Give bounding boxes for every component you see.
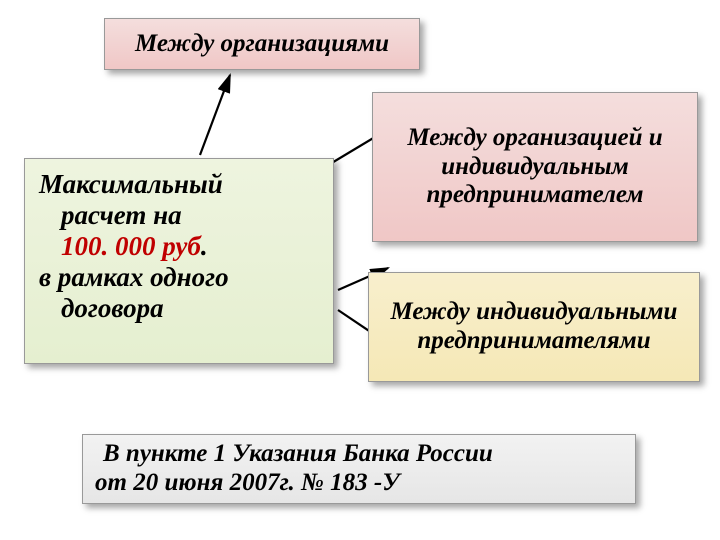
box-right1-text: Между организацией и индивидуальным пред… <box>373 124 697 210</box>
box-right2-text: Между индивидуальными предпринимателями <box>369 298 699 356</box>
left-line3-highlight: 100. 000 руб <box>61 231 201 261</box>
box-between-organizations: Между организациями <box>104 18 420 70</box>
diagram-canvas: Между организациями Максимальный расчет … <box>0 0 720 540</box>
box-footer-citation: В пункте 1 Указания Банка России от 20 и… <box>82 434 636 504</box>
footer-line1: В пункте 1 Указания Банка России <box>95 440 493 469</box>
left-line2: расчет на <box>39 200 229 231</box>
footer-line2: от 20 июня 2007г. № 183 -У <box>95 469 493 498</box>
left-line3: 100. 000 руб. <box>39 231 229 262</box>
box-left-content: Максимальный расчет на 100. 000 руб. в р… <box>39 169 229 324</box>
footer-content: В пункте 1 Указания Банка России от 20 и… <box>95 440 493 498</box>
left-line4: в рамках одного <box>39 262 229 293</box>
left-line5: договора <box>39 293 229 324</box>
left-line1: Максимальный <box>39 169 229 200</box>
box-org-and-entrepreneur: Между организацией и индивидуальным пред… <box>372 92 698 242</box>
box-max-payment: Максимальный расчет на 100. 000 руб. в р… <box>24 158 334 364</box>
box-top-text: Между организациями <box>135 30 389 59</box>
box-between-entrepreneurs: Между индивидуальными предпринимателями <box>368 272 700 382</box>
left-line3-after: . <box>201 231 208 261</box>
